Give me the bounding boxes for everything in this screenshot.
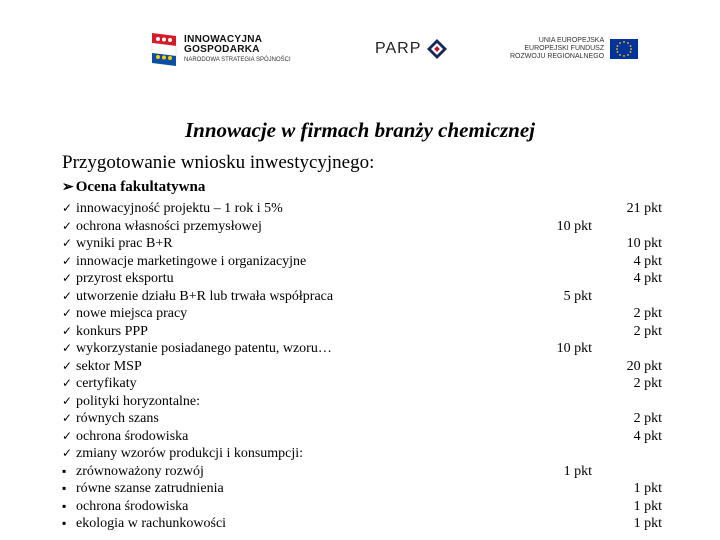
item-points: 4 pkt <box>602 428 662 446</box>
list-item: ✓sektor MSP 20 pkt <box>62 358 662 376</box>
item-label: polityki horyzontalne: <box>76 393 512 411</box>
eu-flag-icon <box>610 39 638 59</box>
item-label: innowacyjność projektu – 1 rok i 5% <box>76 200 512 218</box>
slide-title: Innowacje w firmach branży chemicznej <box>0 118 720 143</box>
eu-line3: ROZWOJU REGIONALNEGO <box>510 53 604 61</box>
eu-line1: UNIA EUROPEJSKA <box>510 37 604 45</box>
logo-parp: PARP <box>375 39 447 59</box>
item-mid-points: 10 pkt <box>512 218 602 236</box>
check-icon: ✓ <box>62 445 76 463</box>
list-item: ✓polityki horyzontalne: <box>62 393 662 411</box>
ig-text: INNOWACYJNA GOSPODARKA NARODOWA STRATEGI… <box>184 35 291 63</box>
list-item: ✓innowacyjność projektu – 1 rok i 5% 21 p… <box>62 200 662 218</box>
square-bullet-icon: ▪ <box>62 463 76 481</box>
list-item: ✓nowe miejsca pracy 2 pkt <box>62 305 662 323</box>
list-item: ✓innowacje marketingowe i organizacyjne 4… <box>62 253 662 271</box>
item-points: 1 pkt <box>602 480 662 498</box>
eu-text: UNIA EUROPEJSKA EUROPEJSKI FUNDUSZ ROZWO… <box>510 37 604 61</box>
item-label: zmiany wzorów produkcji i konsumpcji: <box>76 445 512 463</box>
item-points: 10 pkt <box>602 235 662 253</box>
list-item: ✓konkurs PPP 2 pkt <box>62 323 662 341</box>
item-points: 1 pkt <box>602 498 662 516</box>
list-item: ✓certyfikaty 2 pkt <box>62 375 662 393</box>
item-points: 2 pkt <box>602 410 662 428</box>
item-label: innowacje marketingowe i organizacyjne <box>76 253 512 271</box>
item-label: wykorzystanie posiadanego patentu, wzoru… <box>76 340 512 358</box>
list-item: ✓ochrona własności przemysłowej10 pkt <box>62 218 662 236</box>
item-points: 2 pkt <box>602 305 662 323</box>
check-icon: ✓ <box>62 410 76 428</box>
list-item: ▪ochrona środowiska 1 pkt <box>62 498 662 516</box>
list-item: ✓utworzenie działu B+R lub trwała współp… <box>62 288 662 306</box>
item-label: ochrona środowiska <box>76 428 512 446</box>
ig-line3: NARODOWA STRATEGIA SPÓJNOŚCI <box>184 57 291 63</box>
list-item: ✓zmiany wzorów produkcji i konsumpcji: <box>62 445 662 463</box>
check-icon: ✓ <box>62 428 76 446</box>
check-icon: ✓ <box>62 323 76 341</box>
list-item: ✓ochrona środowiska 4 pkt <box>62 428 662 446</box>
check-icon: ✓ <box>62 200 76 218</box>
item-mid-points: 1 pkt <box>512 463 602 481</box>
item-label: ochrona własności przemysłowej <box>76 218 512 236</box>
check-icon: ✓ <box>62 305 76 323</box>
eu-line2: EUROPEJSKI FUNDUSZ <box>510 45 604 53</box>
parp-text: PARP <box>375 40 421 58</box>
item-points: 20 pkt <box>602 358 662 376</box>
item-points: 4 pkt <box>602 253 662 271</box>
item-label: zrównoważony rozwój <box>76 463 512 481</box>
square-bullet-icon: ▪ <box>62 480 76 498</box>
list-item: ✓równych szans 2 pkt <box>62 410 662 428</box>
check-icon: ✓ <box>62 393 76 411</box>
section-label: Ocena fakultatywna <box>76 179 206 195</box>
item-points: 4 pkt <box>602 270 662 288</box>
check-icon: ✓ <box>62 218 76 236</box>
logo-row: INNOWACYJNA GOSPODARKA NARODOWA STRATEGI… <box>0 24 720 74</box>
item-label: równych szans <box>76 410 512 428</box>
square-bullet-icon: ▪ <box>62 498 76 516</box>
check-icon: ✓ <box>62 253 76 271</box>
ig-line2: GOSPODARKA <box>184 45 291 55</box>
slide: INNOWACYJNA GOSPODARKA NARODOWA STRATEGI… <box>0 0 720 540</box>
square-bullet-icon: ▪ <box>62 515 76 533</box>
list-item: ▪zrównoważony rozwój1 pkt <box>62 463 662 481</box>
check-icon: ✓ <box>62 270 76 288</box>
item-label: konkurs PPP <box>76 323 512 341</box>
item-points: 1 pkt <box>602 515 662 533</box>
parp-icon <box>427 39 447 59</box>
list-item: ✓wykorzystanie posiadanego patentu, wzor… <box>62 340 662 358</box>
list-item: ▪równe szanse zatrudnienia 1 pkt <box>62 480 662 498</box>
item-label: sektor MSP <box>76 358 512 376</box>
item-label: ochrona środowiska <box>76 498 512 516</box>
item-label: utworzenie działu B+R lub trwała współpr… <box>76 288 512 306</box>
item-points: 21 pkt <box>602 200 662 218</box>
item-label: certyfikaty <box>76 375 512 393</box>
check-icon: ✓ <box>62 358 76 376</box>
item-label: równe szanse zatrudnienia <box>76 480 512 498</box>
arrow-icon: ➢ <box>62 178 74 195</box>
logo-innowacyjna-gospodarka: INNOWACYJNA GOSPODARKA NARODOWA STRATEGI… <box>150 31 291 67</box>
check-icon: ✓ <box>62 340 76 358</box>
item-label: przyrost eksportu <box>76 270 512 288</box>
check-icon: ✓ <box>62 288 76 306</box>
item-points: 2 pkt <box>602 323 662 341</box>
list-item: ✓przyrost eksportu 4 pkt <box>62 270 662 288</box>
section-heading: ➢Ocena fakultatywna <box>62 178 205 196</box>
slide-subhead: Przygotowanie wniosku inwestycyjnego: <box>62 152 374 174</box>
list-item: ▪ekologia w rachunkowości 1 pkt <box>62 515 662 533</box>
item-label: wyniki prac B+R <box>76 235 512 253</box>
item-label: ekologia w rachunkowości <box>76 515 512 533</box>
list-item: ✓wyniki prac B+R 10 pkt <box>62 235 662 253</box>
ig-flag-icon <box>150 31 178 67</box>
item-mid-points: 5 pkt <box>512 288 602 306</box>
item-list: ✓innowacyjność projektu – 1 rok i 5%21 p… <box>62 200 662 533</box>
logo-eu: UNIA EUROPEJSKA EUROPEJSKI FUNDUSZ ROZWO… <box>510 37 638 61</box>
item-mid-points: 10 pkt <box>512 340 602 358</box>
item-label: nowe miejsca pracy <box>76 305 512 323</box>
item-points: 2 pkt <box>602 375 662 393</box>
check-icon: ✓ <box>62 375 76 393</box>
check-icon: ✓ <box>62 235 76 253</box>
